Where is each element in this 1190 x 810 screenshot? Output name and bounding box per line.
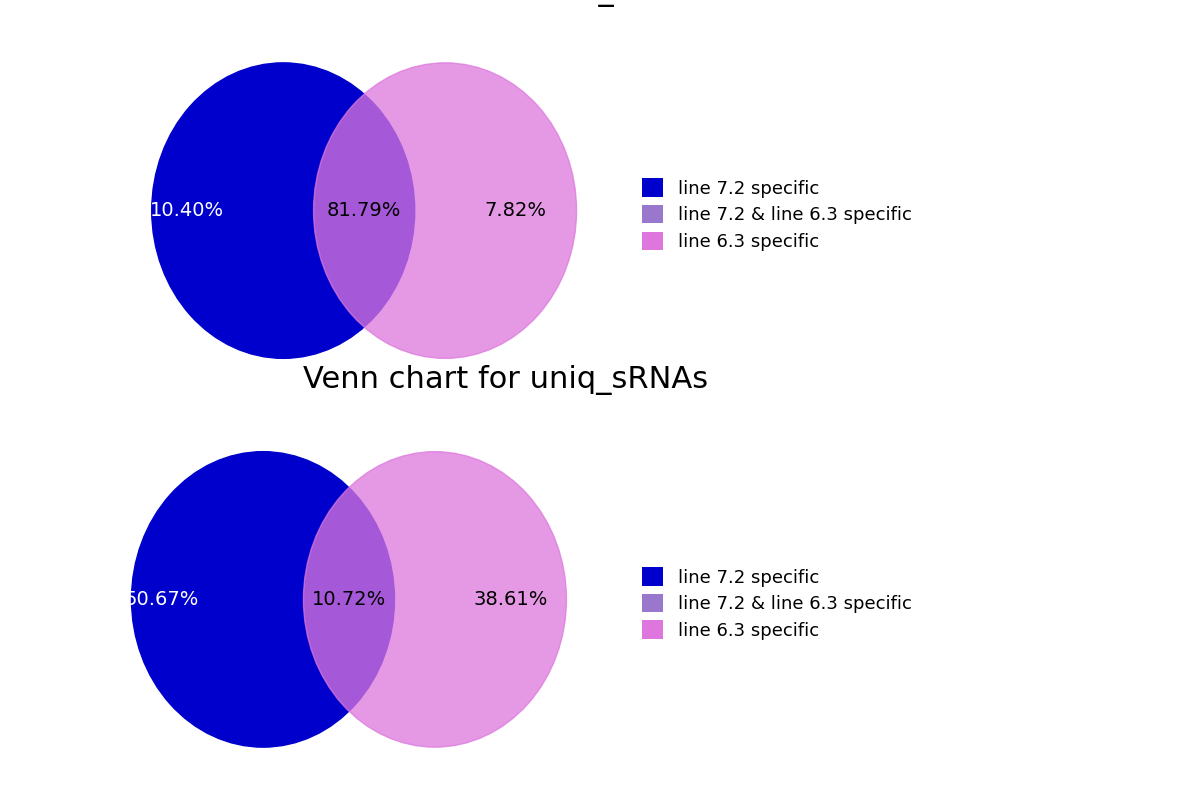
- Title: Venn chart for total_sRNAs: Venn chart for total_sRNAs: [301, 0, 710, 6]
- Legend: line 7.2 specific, line 7.2 & line 6.3 specific, line 6.3 specific: line 7.2 specific, line 7.2 & line 6.3 s…: [637, 173, 917, 256]
- Text: 38.61%: 38.61%: [474, 590, 547, 609]
- Ellipse shape: [303, 452, 566, 747]
- Text: 7.82%: 7.82%: [484, 201, 547, 220]
- Text: 50.67%: 50.67%: [125, 590, 199, 609]
- Text: 81.79%: 81.79%: [327, 201, 401, 220]
- Text: 10.40%: 10.40%: [150, 201, 224, 220]
- Text: 10.72%: 10.72%: [312, 590, 386, 609]
- Ellipse shape: [132, 452, 395, 747]
- Legend: line 7.2 specific, line 7.2 & line 6.3 specific, line 6.3 specific: line 7.2 specific, line 7.2 & line 6.3 s…: [637, 562, 917, 645]
- Title: Venn chart for uniq_sRNAs: Venn chart for uniq_sRNAs: [303, 365, 708, 395]
- Ellipse shape: [152, 63, 415, 358]
- Ellipse shape: [314, 63, 577, 358]
